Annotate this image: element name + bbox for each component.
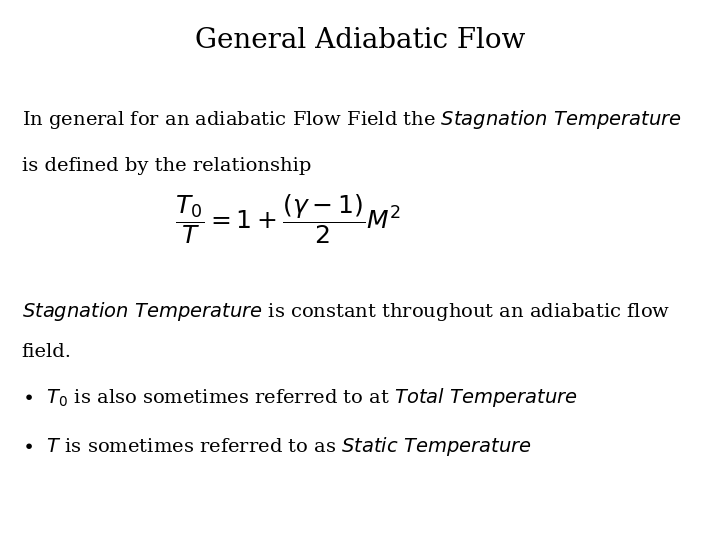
Text: field.: field. — [22, 343, 71, 361]
Text: is defined by the relationship: is defined by the relationship — [22, 157, 311, 174]
Text: $\bullet$  $T_0$ is also sometimes referred to at $\it{Total\ Temperature}$: $\bullet$ $T_0$ is also sometimes referr… — [22, 386, 577, 409]
Text: General Adiabatic Flow: General Adiabatic Flow — [195, 27, 525, 54]
Text: $\it{Stagnation\ Temperature}$ is constant throughout an adiabatic flow: $\it{Stagnation\ Temperature}$ is consta… — [22, 300, 670, 323]
Text: In general for an adiabatic Flow Field the $\it{Stagnation\ Temperature}$: In general for an adiabatic Flow Field t… — [22, 108, 681, 131]
Text: $\bullet$  $T$ is sometimes referred to as $\it{Static\ Temperature}$: $\bullet$ $T$ is sometimes referred to a… — [22, 435, 531, 458]
Text: $\dfrac{T_0}{T} = 1 + \dfrac{(\gamma - 1)}{2} M^2$: $\dfrac{T_0}{T} = 1 + \dfrac{(\gamma - 1… — [175, 192, 401, 246]
